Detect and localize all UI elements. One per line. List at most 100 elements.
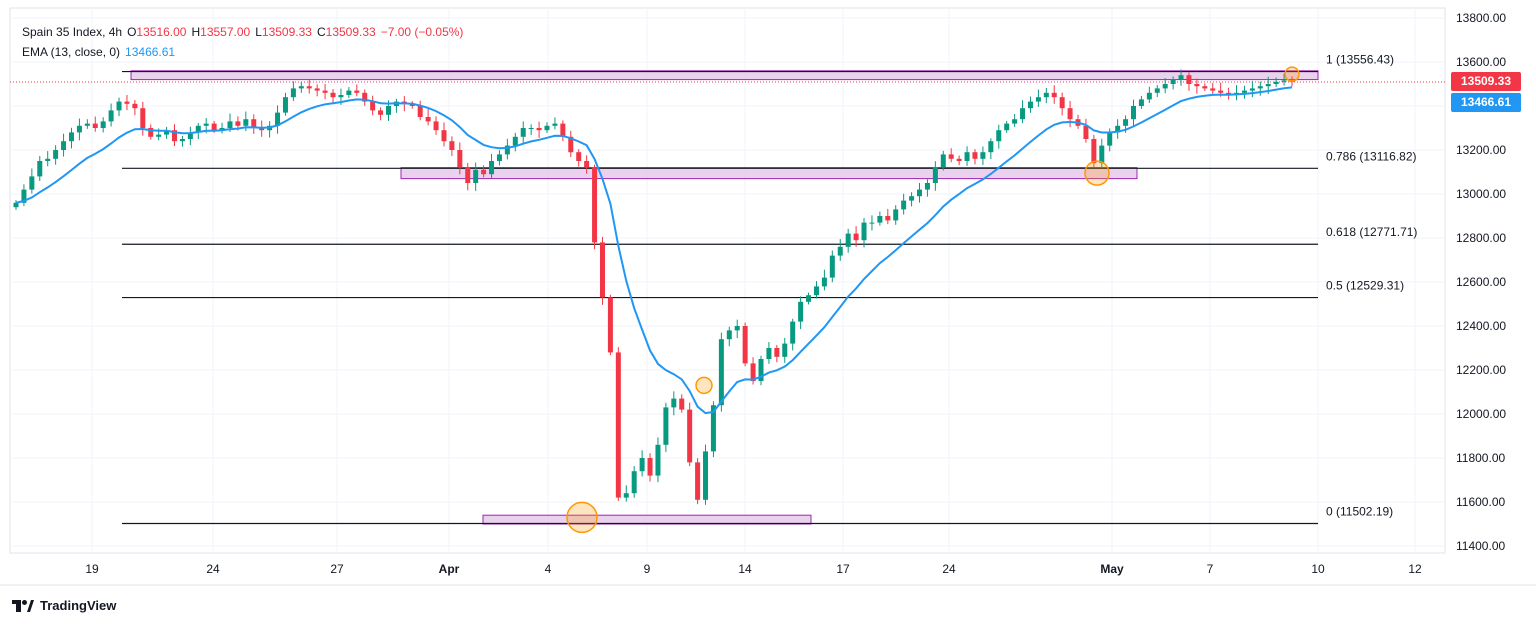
candle-body [100, 121, 106, 128]
fib-label: 1 (13556.43) [1326, 53, 1394, 67]
candle-body [703, 451, 709, 500]
candle-body [948, 154, 954, 159]
candle-body [639, 458, 645, 472]
candle-body [1115, 125, 1121, 133]
fib-label: 0.618 (12771.71) [1326, 225, 1417, 239]
candle-body [385, 106, 391, 115]
candle-body [1138, 99, 1144, 106]
candle-body [972, 152, 978, 159]
candle-body [980, 152, 986, 159]
y-tick-label: 13200.00 [1456, 143, 1506, 157]
candle-body [164, 130, 170, 135]
x-tick-label: 24 [206, 562, 220, 576]
ema-row: EMA (13, close, 0) 13466.61 [22, 42, 463, 62]
candle-body [552, 123, 558, 126]
tradingview-logo[interactable]: TradingView [12, 598, 116, 613]
candle-body [893, 209, 899, 221]
candle-body [21, 189, 27, 203]
candle-body [496, 154, 502, 161]
candle-body [1035, 97, 1041, 102]
x-tick-label: 24 [942, 562, 956, 576]
instrument-title: Spain 35 Index, 4h [22, 25, 123, 39]
candle-body [734, 326, 740, 331]
fib-label: 0 (11502.19) [1326, 505, 1393, 519]
candle-body [726, 330, 732, 340]
candle-body [433, 121, 439, 131]
candle-body [45, 158, 51, 161]
candle-body [409, 103, 415, 106]
candle-body [687, 409, 693, 463]
candle-body [790, 321, 796, 344]
zone-support-low [482, 514, 812, 525]
x-tick-label: 12 [1408, 562, 1422, 576]
candle-body [901, 200, 907, 210]
candle-body [1249, 88, 1255, 91]
candle-body [1130, 106, 1136, 120]
candle-body [607, 297, 613, 353]
candle-body [259, 128, 265, 131]
candle-body [576, 152, 582, 161]
candle-body [298, 86, 304, 89]
candle-body [885, 216, 891, 221]
tradingview-icon [12, 599, 34, 612]
candle-body [473, 169, 479, 183]
candle-body [782, 343, 788, 357]
y-tick-label: 11400.00 [1456, 539, 1505, 553]
candle-body [1241, 90, 1247, 93]
candle-body [536, 128, 542, 131]
x-tick-label: 4 [545, 562, 552, 576]
candle-body [124, 101, 130, 104]
candle-body [631, 471, 637, 494]
candle-body [1265, 84, 1271, 87]
candle-body [1186, 75, 1192, 84]
candle-body [877, 216, 883, 223]
fib-label: 0.5 (12529.31) [1326, 279, 1404, 293]
candle-body [774, 348, 780, 357]
candle-body [1067, 108, 1073, 120]
y-tick-label: 13800.00 [1456, 11, 1506, 25]
candle-body [671, 398, 677, 408]
candle-body [710, 405, 716, 452]
candle-body [187, 132, 193, 139]
candle-body [156, 134, 162, 137]
candle-body [235, 121, 241, 126]
candle-body [1162, 84, 1168, 89]
candle-body [528, 128, 534, 129]
candle-body [750, 363, 756, 381]
candle-body [1083, 125, 1089, 139]
candle-body [37, 161, 43, 177]
candle-body [13, 202, 19, 208]
candle-body [956, 158, 962, 161]
candle-body [481, 169, 487, 175]
candle-body [92, 123, 98, 128]
ema-value: 13466.61 [125, 45, 176, 59]
candle-body [742, 326, 748, 364]
candle-body [623, 493, 629, 498]
candle-body [1210, 88, 1216, 91]
candle-body [53, 150, 59, 159]
candle-body [362, 92, 368, 102]
x-tick-label: 19 [85, 562, 99, 576]
candle-body [1059, 97, 1065, 109]
candle-body [1020, 108, 1026, 120]
candle-body [132, 103, 138, 109]
candle-body [663, 407, 669, 445]
ema-label: EMA (13, close, 0) [22, 45, 121, 59]
candle-body [964, 152, 970, 161]
x-tick-label: 10 [1311, 562, 1325, 576]
candle-body [68, 132, 74, 142]
candle-body [251, 119, 257, 128]
candle-body [909, 196, 915, 201]
close-value: 13509.33 [325, 25, 376, 39]
candle-body [243, 119, 249, 126]
candle-body [441, 130, 447, 142]
candle-body [1202, 86, 1208, 89]
candle-body [504, 145, 510, 155]
y-tick-label: 12800.00 [1456, 231, 1506, 245]
candle-body [988, 141, 994, 153]
candle-body [1099, 145, 1105, 164]
zone-support-mid [400, 167, 1138, 180]
highlight-marker [1284, 66, 1300, 82]
candle-body [512, 136, 518, 146]
